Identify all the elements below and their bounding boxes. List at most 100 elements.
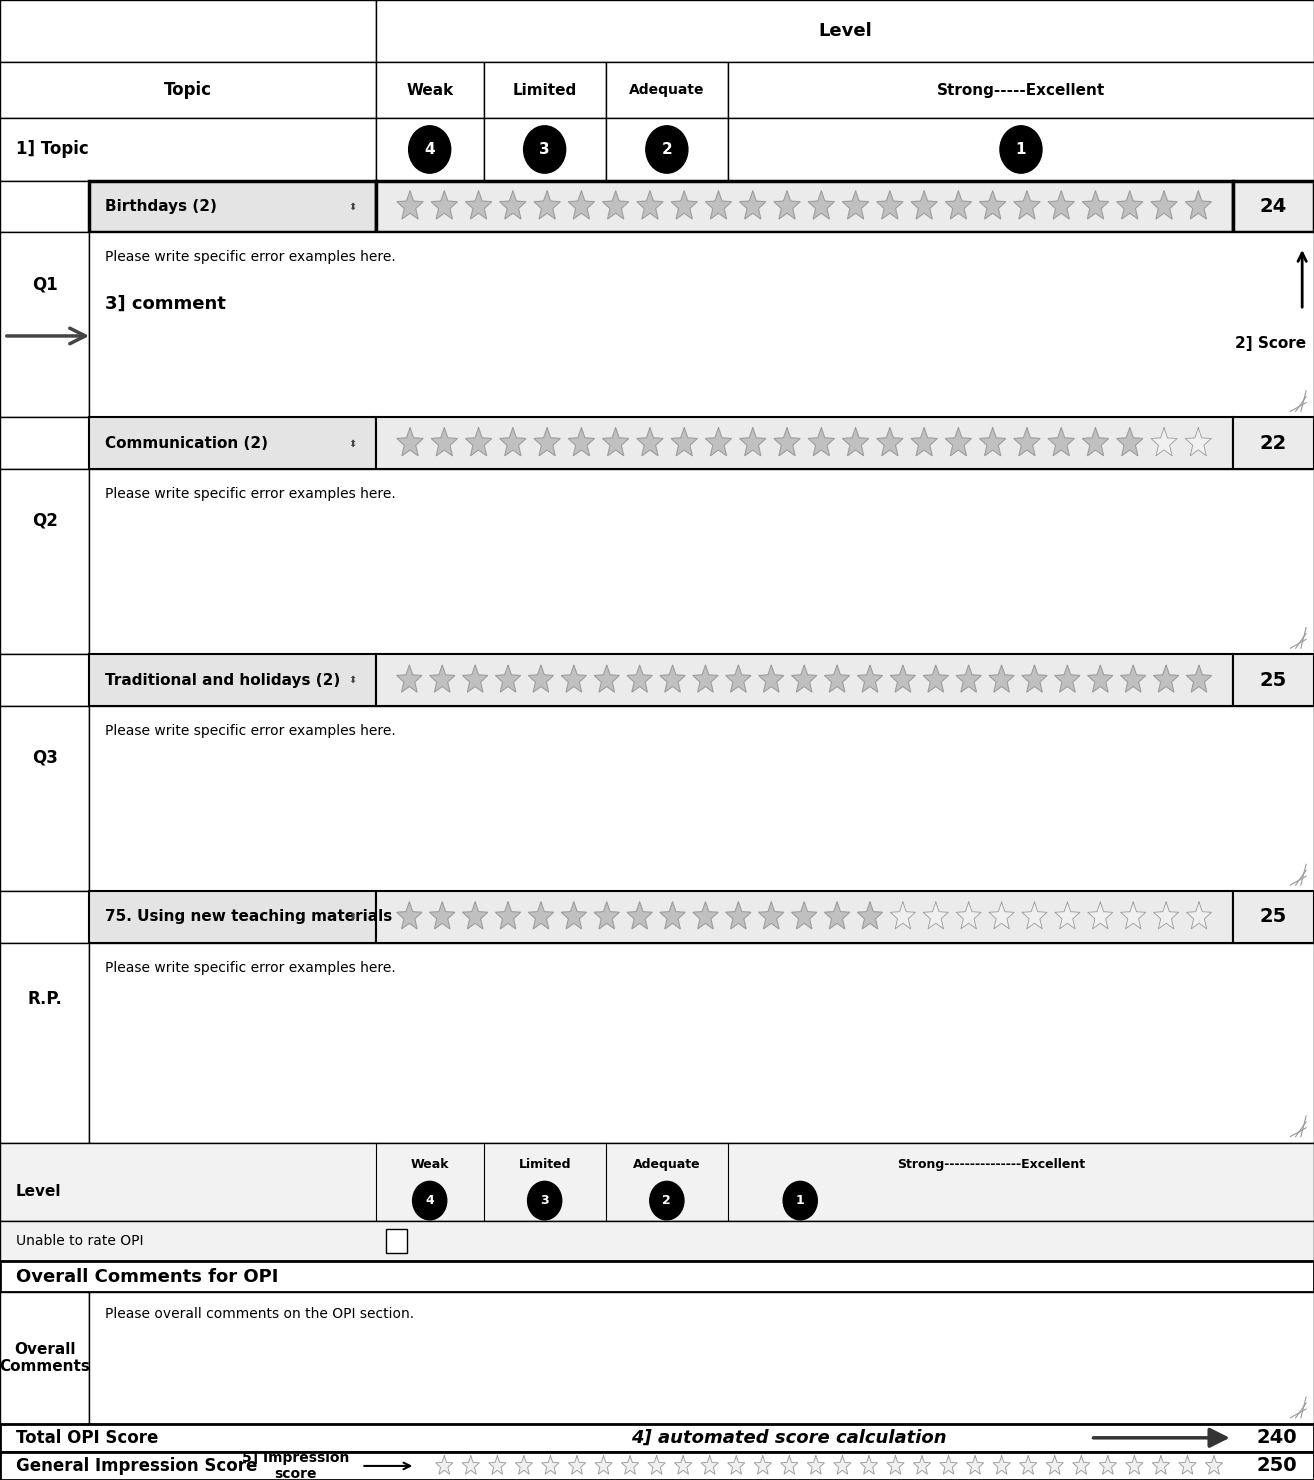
Polygon shape bbox=[533, 428, 560, 456]
Polygon shape bbox=[728, 1456, 745, 1474]
Bar bbox=[386, 1228, 407, 1252]
Polygon shape bbox=[989, 665, 1014, 693]
Bar bbox=[0, 417, 89, 469]
Polygon shape bbox=[637, 191, 664, 219]
Polygon shape bbox=[858, 665, 883, 693]
Polygon shape bbox=[980, 428, 1005, 456]
Polygon shape bbox=[725, 665, 750, 693]
Polygon shape bbox=[758, 901, 783, 929]
Polygon shape bbox=[1100, 1456, 1117, 1474]
Polygon shape bbox=[1151, 428, 1177, 456]
Bar bbox=[376, 0, 1314, 62]
Polygon shape bbox=[463, 901, 487, 929]
Text: 1: 1 bbox=[796, 1194, 804, 1208]
Text: 2: 2 bbox=[662, 1194, 671, 1208]
Polygon shape bbox=[887, 1456, 904, 1474]
Text: 3] comment: 3] comment bbox=[105, 295, 226, 312]
Polygon shape bbox=[876, 191, 903, 219]
Bar bbox=[0, 1292, 89, 1424]
Polygon shape bbox=[774, 191, 800, 219]
Polygon shape bbox=[569, 191, 594, 219]
Text: Unable to rate OPI: Unable to rate OPI bbox=[16, 1234, 143, 1248]
Bar bbox=[0, 891, 89, 943]
Bar bbox=[89, 654, 376, 706]
Text: Please overall comments on the OPI section.: Please overall comments on the OPI secti… bbox=[105, 1307, 414, 1320]
Polygon shape bbox=[692, 665, 717, 693]
Bar bbox=[89, 181, 376, 232]
Bar bbox=[1233, 417, 1314, 469]
Text: General Impression Score: General Impression Score bbox=[16, 1456, 258, 1476]
Polygon shape bbox=[431, 428, 457, 456]
Polygon shape bbox=[431, 191, 457, 219]
Text: 3: 3 bbox=[540, 1194, 549, 1208]
Polygon shape bbox=[528, 901, 553, 929]
Polygon shape bbox=[533, 191, 560, 219]
Bar bbox=[1233, 181, 1314, 232]
Polygon shape bbox=[858, 901, 883, 929]
Polygon shape bbox=[891, 665, 916, 693]
Text: Limited: Limited bbox=[519, 1157, 570, 1171]
Text: Strong-----Excellent: Strong-----Excellent bbox=[937, 83, 1105, 98]
Bar bbox=[376, 417, 1233, 469]
Bar bbox=[484, 62, 606, 118]
Polygon shape bbox=[569, 428, 594, 456]
Polygon shape bbox=[758, 665, 783, 693]
Bar bbox=[0, 1143, 1314, 1221]
Polygon shape bbox=[463, 1456, 480, 1474]
Polygon shape bbox=[706, 191, 732, 219]
Polygon shape bbox=[1088, 665, 1113, 693]
Polygon shape bbox=[808, 191, 834, 219]
Polygon shape bbox=[940, 1456, 957, 1474]
Text: ⬍: ⬍ bbox=[348, 912, 356, 922]
Text: Topic: Topic bbox=[164, 81, 212, 99]
Polygon shape bbox=[1049, 428, 1075, 456]
Text: 25: 25 bbox=[1260, 907, 1286, 926]
Text: Please write specific error examples here.: Please write specific error examples her… bbox=[105, 724, 396, 737]
Text: Q3: Q3 bbox=[32, 749, 58, 767]
Text: 4: 4 bbox=[424, 142, 435, 157]
Polygon shape bbox=[1154, 901, 1179, 929]
Polygon shape bbox=[1083, 191, 1109, 219]
Polygon shape bbox=[1049, 191, 1075, 219]
Text: Level: Level bbox=[16, 1184, 62, 1199]
Text: 22: 22 bbox=[1260, 434, 1286, 453]
Text: 1] Topic: 1] Topic bbox=[16, 141, 88, 158]
Text: Limited: Limited bbox=[512, 83, 577, 98]
Text: R.P.: R.P. bbox=[28, 990, 62, 1008]
Polygon shape bbox=[1014, 191, 1039, 219]
Polygon shape bbox=[913, 1456, 930, 1474]
Polygon shape bbox=[1151, 191, 1177, 219]
Text: 1: 1 bbox=[1016, 142, 1026, 157]
Bar bbox=[0, 1452, 1314, 1480]
Polygon shape bbox=[671, 428, 698, 456]
Bar bbox=[606, 62, 728, 118]
Polygon shape bbox=[1055, 665, 1080, 693]
Text: Adequate: Adequate bbox=[629, 83, 704, 98]
Text: Please write specific error examples here.: Please write specific error examples her… bbox=[105, 961, 396, 974]
Bar bbox=[1233, 891, 1314, 943]
Polygon shape bbox=[842, 428, 869, 456]
Polygon shape bbox=[957, 901, 982, 929]
Circle shape bbox=[523, 126, 565, 173]
Polygon shape bbox=[622, 1456, 639, 1474]
Polygon shape bbox=[594, 901, 619, 929]
Polygon shape bbox=[692, 901, 717, 929]
Text: 5] Impression
score: 5] Impression score bbox=[242, 1450, 350, 1480]
Bar bbox=[376, 62, 484, 118]
Polygon shape bbox=[725, 901, 750, 929]
Polygon shape bbox=[561, 901, 586, 929]
Circle shape bbox=[783, 1181, 817, 1220]
Text: ⬍: ⬍ bbox=[348, 201, 356, 212]
Polygon shape bbox=[1055, 901, 1080, 929]
Bar bbox=[0, 706, 89, 891]
Bar bbox=[89, 1292, 1314, 1424]
Bar bbox=[376, 891, 1233, 943]
Text: Adequate: Adequate bbox=[633, 1157, 700, 1171]
Polygon shape bbox=[515, 1456, 532, 1474]
Polygon shape bbox=[397, 191, 423, 219]
Polygon shape bbox=[671, 191, 698, 219]
Bar bbox=[376, 654, 1233, 706]
Polygon shape bbox=[561, 665, 586, 693]
Bar bbox=[1233, 654, 1314, 706]
Text: Q2: Q2 bbox=[32, 512, 58, 530]
